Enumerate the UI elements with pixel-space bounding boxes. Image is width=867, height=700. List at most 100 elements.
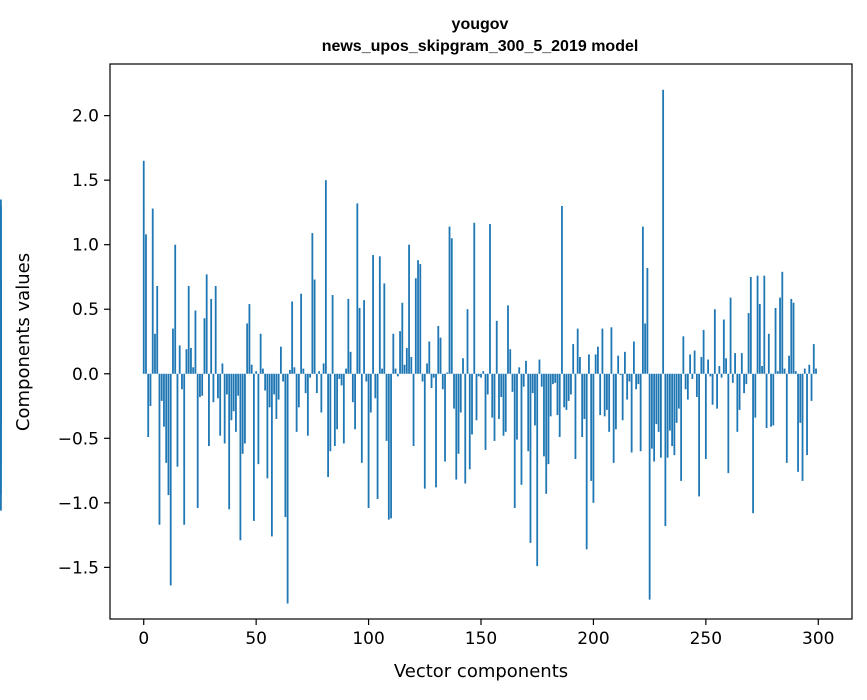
bar-163	[509, 349, 512, 374]
bar-87	[338, 373, 341, 379]
bar-44	[241, 373, 244, 454]
bar-8	[160, 373, 163, 401]
bar-253	[711, 373, 714, 405]
bar-247	[698, 373, 700, 497]
bar-81	[324, 180, 327, 374]
bar-117	[405, 347, 408, 374]
chart-title: yougov	[452, 16, 509, 33]
bar-225	[648, 373, 651, 600]
bar-43	[239, 373, 242, 541]
bar-134	[444, 373, 446, 462]
bar-185	[558, 373, 561, 438]
bar-120	[412, 373, 415, 447]
bar-130	[435, 373, 437, 488]
bar-249	[702, 329, 705, 374]
bar-74	[309, 373, 312, 378]
bar-61	[279, 346, 282, 374]
bar-55	[266, 373, 269, 479]
bar-95	[356, 203, 359, 374]
bar-270	[749, 276, 752, 374]
bar-226	[650, 373, 653, 449]
bar-190	[570, 373, 572, 395]
bar-240	[682, 336, 685, 374]
bar-23	[194, 310, 197, 374]
bar-45	[244, 373, 246, 444]
bar-15	[176, 373, 179, 467]
bar-174	[534, 373, 536, 426]
bar-244	[691, 373, 694, 379]
y-tick-label: −1.5	[58, 558, 99, 578]
bar-106	[381, 368, 383, 374]
bar-127	[428, 341, 431, 374]
bar-102	[372, 255, 374, 374]
bar-141	[459, 373, 462, 413]
y-tick-label: 2.0	[72, 107, 99, 127]
bar-6	[156, 286, 159, 374]
bar-139	[455, 373, 458, 480]
bar-68	[295, 373, 298, 432]
bar-129	[432, 373, 435, 378]
bar-132	[439, 337, 442, 374]
bar-220	[637, 373, 640, 385]
bar-14	[174, 244, 177, 374]
bar-7	[158, 373, 161, 525]
bar-259	[725, 358, 727, 374]
bar-140	[457, 373, 460, 454]
bar-146	[471, 373, 473, 435]
bar-188	[565, 373, 568, 410]
bar-285	[783, 368, 786, 374]
bar-265	[738, 373, 741, 410]
bar-30	[210, 298, 213, 374]
bar-143	[464, 373, 467, 484]
bar-122	[417, 260, 419, 374]
bar-24	[196, 373, 199, 508]
bar-191	[572, 344, 575, 374]
y-tick-label: −1.0	[58, 494, 99, 514]
bar-78	[318, 371, 321, 374]
bar-79	[320, 373, 323, 413]
bar-110	[390, 373, 392, 519]
bar-54	[264, 373, 267, 391]
bar-27	[203, 318, 206, 374]
bar-169	[522, 373, 525, 387]
bar-108	[385, 373, 388, 441]
bar-269	[747, 313, 750, 374]
bar-246	[695, 373, 698, 397]
bar-256	[718, 366, 721, 374]
bar-90	[345, 368, 347, 374]
bar-151	[482, 371, 485, 374]
bar-39	[230, 373, 233, 421]
bar-260	[727, 373, 730, 474]
bar-160	[502, 373, 505, 436]
bar-207	[608, 373, 611, 432]
x-tick-label: 200	[577, 629, 609, 649]
bar-283	[779, 297, 781, 374]
bar-271	[752, 373, 754, 514]
bar-268	[745, 373, 748, 385]
bar-221	[639, 373, 642, 452]
bar-233	[666, 373, 669, 458]
x-tick-label: 250	[690, 629, 722, 649]
bar-22	[192, 367, 195, 374]
bar-40	[232, 373, 235, 412]
bar-206	[606, 373, 608, 410]
bar-112	[394, 368, 397, 374]
bar-245	[693, 350, 696, 374]
bar-58	[273, 373, 276, 395]
y-tick-label: 0.0	[72, 365, 99, 385]
bar-282	[776, 371, 779, 374]
bar-34	[219, 373, 222, 436]
bar-10	[165, 373, 168, 463]
bar-36	[223, 373, 226, 444]
bar-109	[387, 373, 390, 520]
chart-subtitle: news_upos_skipgram_300_5_2019 model	[322, 38, 639, 55]
bar-105	[378, 256, 381, 374]
bar-222	[641, 226, 644, 374]
bar-189	[567, 373, 570, 401]
bar-undefined	[0, 373, 2, 465]
bar-142	[462, 358, 464, 374]
bar-113	[396, 373, 399, 377]
bar-204	[601, 328, 604, 374]
bar-0	[142, 160, 145, 374]
bar-257	[720, 373, 723, 378]
